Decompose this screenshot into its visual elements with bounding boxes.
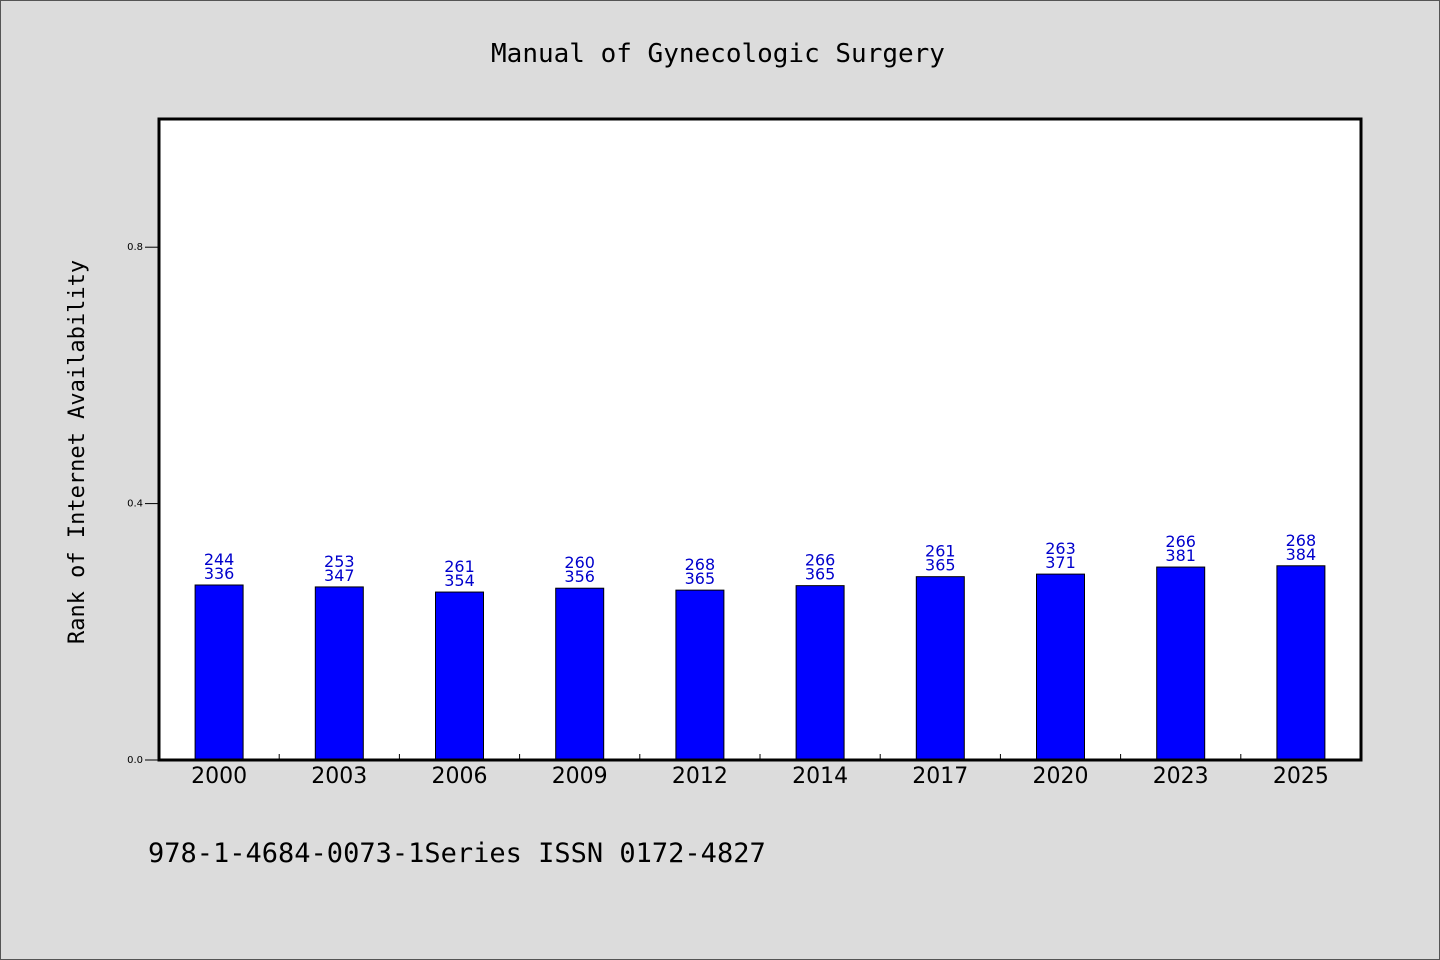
bar-2020 bbox=[1036, 573, 1085, 761]
x-tick-label-2025: 2025 bbox=[1273, 764, 1329, 789]
data-label-2023-1: 266 bbox=[1165, 532, 1196, 551]
data-label-2012-2: 365 bbox=[685, 569, 716, 588]
data-label-2014-1: 266 bbox=[805, 551, 836, 570]
x-tick-label-2017: 2017 bbox=[912, 764, 968, 789]
bar-2003 bbox=[314, 586, 364, 761]
data-label-2014-2: 365 bbox=[805, 565, 836, 584]
y-axis: 0.0 0.4 0.8 bbox=[127, 242, 159, 766]
data-label-2017-2: 365 bbox=[925, 556, 956, 575]
data-label-2023-2: 381 bbox=[1165, 546, 1196, 565]
data-label-2006-1: 261 bbox=[444, 557, 475, 576]
data-label-2006-2: 354 bbox=[444, 571, 475, 590]
data-label-2009-1: 260 bbox=[564, 553, 595, 572]
y-tick-label-0.0: 0.0 bbox=[127, 755, 143, 766]
x-tick-label-2020: 2020 bbox=[1033, 764, 1089, 789]
data-label-2025-2: 384 bbox=[1286, 545, 1317, 564]
bars-group bbox=[194, 565, 1326, 761]
chart-title: Manual of Gynecologic Surgery bbox=[491, 39, 945, 69]
x-tick-label-2023: 2023 bbox=[1153, 764, 1209, 789]
x-tick-label-2006: 2006 bbox=[432, 764, 488, 789]
data-label-2003-2: 347 bbox=[324, 566, 355, 585]
x-tick-label-2014: 2014 bbox=[792, 764, 848, 789]
x-axis: 2000 2003 2006 2009 2012 2014 2017 2020 2023 2025 bbox=[191, 754, 1329, 789]
bar-2009 bbox=[555, 587, 605, 761]
bar-2014 bbox=[795, 585, 845, 761]
data-label-2003-1: 253 bbox=[324, 552, 355, 571]
data-label-2000-2: 336 bbox=[204, 564, 235, 583]
data-label-2020-2: 371 bbox=[1045, 553, 1076, 572]
bar-2006 bbox=[435, 591, 484, 761]
footer-isbn-text: 978-1-4684-0073-1Series ISSN 0172-4827 bbox=[148, 838, 766, 869]
data-label-2009-2: 356 bbox=[564, 567, 595, 586]
bar-2017 bbox=[915, 576, 965, 761]
data-label-2020-1: 263 bbox=[1045, 539, 1076, 558]
x-tick-label-2000: 2000 bbox=[191, 764, 247, 789]
data-label-2025-1: 268 bbox=[1286, 531, 1317, 550]
bar-2000 bbox=[194, 584, 244, 761]
y-tick-label-0.4: 0.4 bbox=[127, 499, 143, 510]
y-tick-label-0.8: 0.8 bbox=[127, 242, 143, 253]
data-label-2012-1: 268 bbox=[685, 555, 716, 574]
bar-2023 bbox=[1156, 566, 1206, 761]
plot-border bbox=[157, 117, 1363, 762]
x-tick-label-2003: 2003 bbox=[311, 764, 367, 789]
data-label-2017-1: 261 bbox=[925, 542, 956, 561]
y-axis-label: Rank of Internet Availability bbox=[65, 260, 90, 644]
x-tick-label-2009: 2009 bbox=[552, 764, 608, 789]
bar-2025 bbox=[1276, 565, 1326, 761]
x-tick-label-2012: 2012 bbox=[672, 764, 728, 789]
data-label-2000-1: 244 bbox=[204, 550, 235, 569]
bar-2012 bbox=[675, 589, 725, 761]
